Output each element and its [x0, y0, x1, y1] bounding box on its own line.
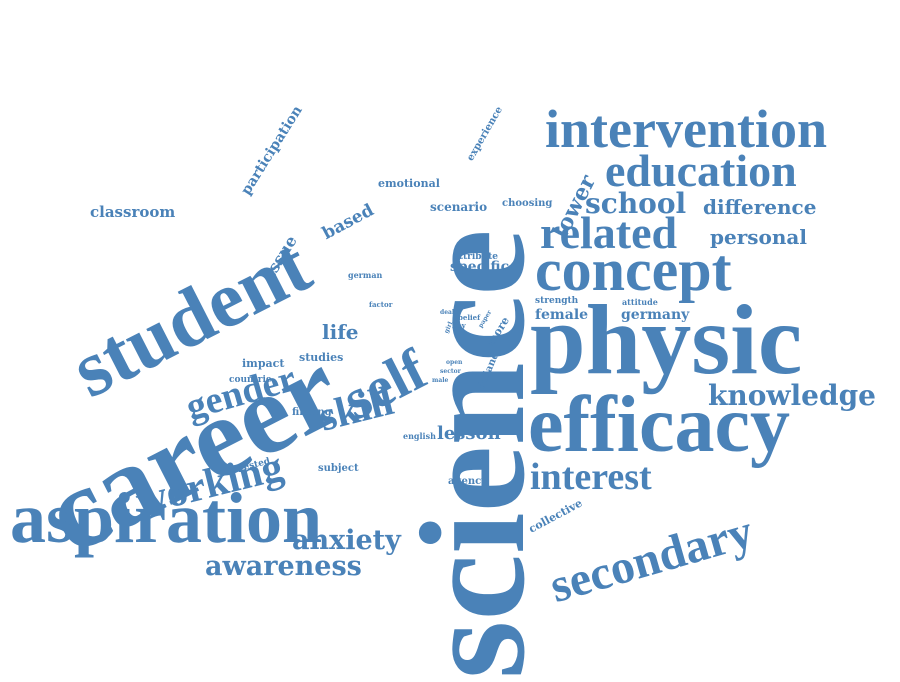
word-subject: subject [318, 463, 359, 474]
word-emotional: emotional [378, 177, 440, 190]
word-attribute: attribute [453, 252, 499, 262]
word-lesson: lesson [437, 423, 501, 444]
word-concept: concept [535, 237, 732, 303]
word-efficacy: efficacy [528, 381, 791, 469]
word-life: life [322, 320, 359, 344]
word-english: english [403, 431, 436, 441]
word-germany: germany [621, 307, 690, 323]
word-classroom: classroom [90, 203, 176, 221]
word-strength: strength [535, 296, 579, 306]
word-great: great [476, 349, 494, 356]
word-female: female [535, 307, 589, 323]
word-intervention: intervention [545, 99, 827, 159]
word-countrie: countrie [229, 375, 272, 385]
word-factor: factor [369, 300, 393, 309]
word-german: german [348, 270, 383, 280]
word-difference: difference [703, 195, 817, 219]
word-deal: deal [440, 309, 455, 316]
word-finding: finding [292, 407, 332, 418]
word-attitude: attitude [622, 297, 658, 307]
word-specific: specific [450, 259, 510, 275]
word-physic: physic [530, 284, 803, 395]
word-aspiration: aspiration [10, 478, 323, 558]
word-participation: participation [238, 102, 306, 198]
word-sector: sector [440, 368, 461, 375]
word-secondary: secondary [544, 504, 759, 614]
word-open: open [446, 359, 463, 366]
word-anxiety: anxiety [292, 525, 401, 556]
word-impact: impact [242, 357, 285, 370]
word-interest: interest [530, 456, 652, 498]
word-belief: belief [458, 313, 481, 322]
word-education: education [605, 145, 797, 196]
word-choosing: choosing [502, 198, 553, 209]
word-school: school [585, 187, 687, 220]
word-science: science [390, 229, 556, 679]
word-agency: agency [448, 476, 488, 487]
word-boy: boy [452, 321, 466, 330]
word-knowledge: knowledge [708, 379, 876, 412]
word-related: related [540, 207, 678, 258]
word-awareness: awareness [205, 551, 362, 582]
word-experience: experience [465, 104, 506, 163]
word-personal: personal [710, 225, 807, 249]
word-based: based [319, 200, 378, 244]
word-scenario: scenario [430, 200, 488, 214]
word-male: male [432, 377, 449, 384]
word-studies: studies [299, 351, 344, 364]
